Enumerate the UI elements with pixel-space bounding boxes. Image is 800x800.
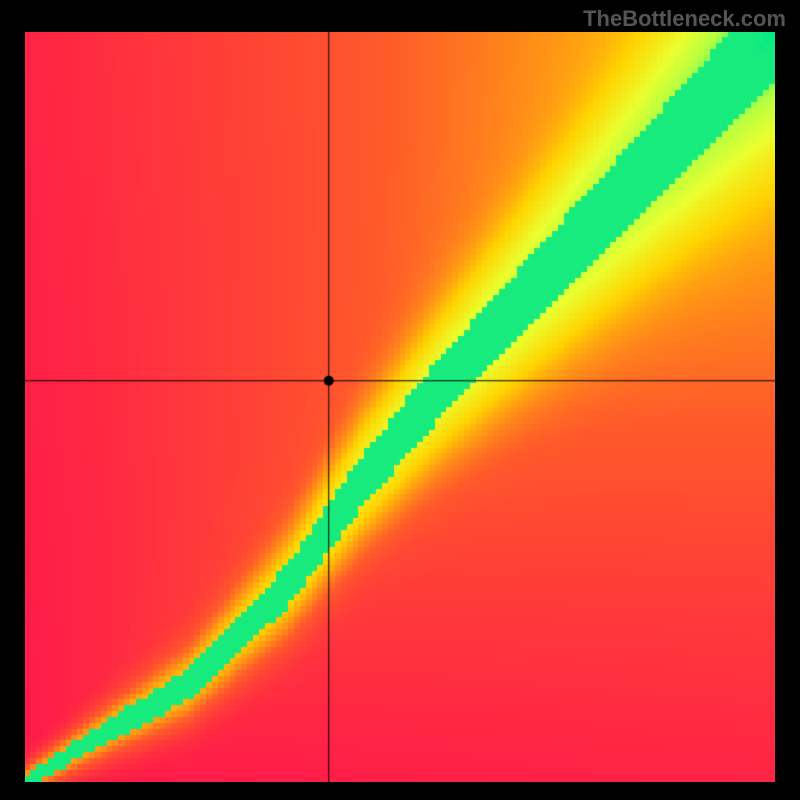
chart-container: TheBottleneck.com (0, 0, 800, 800)
watermark-text: TheBottleneck.com (583, 6, 786, 32)
heatmap-canvas (25, 32, 775, 782)
heatmap-plot (25, 32, 775, 782)
